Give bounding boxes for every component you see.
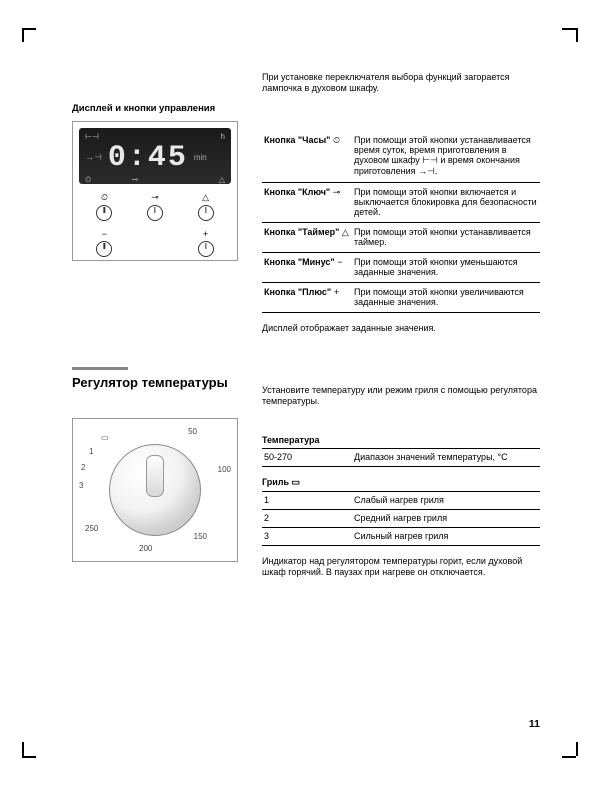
lcd-time: 0:45 xyxy=(108,141,188,175)
clock-icon: ⏲ xyxy=(333,135,340,145)
timer-icon: △ xyxy=(342,227,349,237)
display-panel: ⊢⊣h →⊣ 0:45 min ⏲⊸△ ⏲ ⊸ △ − · + xyxy=(72,121,238,261)
lcd-display: ⊢⊣h →⊣ 0:45 min ⏲⊸△ xyxy=(79,128,231,184)
grill-icon: ▭ xyxy=(101,433,109,442)
section1-after: Дисплей отображает заданные значения. xyxy=(262,323,540,333)
section1-label: Дисплей и кнопки управления xyxy=(72,104,238,115)
grill-subhead: Гриль ▭ xyxy=(262,477,540,492)
grill-table: 1Слабый нагрев гриля 2Средний нагрев гри… xyxy=(262,492,540,546)
knob-minus: − xyxy=(96,229,112,257)
crop-mark xyxy=(576,28,578,42)
crop-mark xyxy=(22,756,36,758)
temperature-table: 50-270Диапазон значений температуры, °C xyxy=(262,449,540,467)
heading-rule xyxy=(72,367,128,370)
knob-clock: ⏲ xyxy=(96,192,112,221)
plus-icon: + xyxy=(334,287,339,297)
page-content: Дисплей и кнопки управления ⊢⊣h →⊣ 0:45 … xyxy=(72,72,540,724)
temperature-dial: 50 100 150 200 250 3 2 1 ▭ xyxy=(72,418,238,562)
section2-footnote: Индикатор над регулятором температуры го… xyxy=(262,556,540,579)
crop-mark xyxy=(576,742,578,756)
knob-timer: △ xyxy=(198,192,214,221)
crop-mark xyxy=(22,28,36,30)
minus-icon: − xyxy=(337,257,342,267)
page-number: 11 xyxy=(529,718,540,730)
button-definitions: Кнопка "Часы" ⏲При помощи этой кнопки ус… xyxy=(262,131,540,313)
crop-mark xyxy=(22,742,24,756)
section2-heading: Регулятор температуры xyxy=(72,376,238,391)
crop-mark xyxy=(22,28,24,42)
key-icon: ⊸ xyxy=(333,187,341,197)
knob-key: ⊸ xyxy=(147,192,163,221)
temp-subhead: Температура xyxy=(262,435,540,449)
intro-text: При установке переключателя выбора функц… xyxy=(262,72,540,95)
crop-mark xyxy=(562,756,576,758)
section2-intro: Установите температуру или режим гриля с… xyxy=(262,385,540,408)
knob-plus: + xyxy=(198,229,214,257)
crop-mark xyxy=(562,28,576,30)
